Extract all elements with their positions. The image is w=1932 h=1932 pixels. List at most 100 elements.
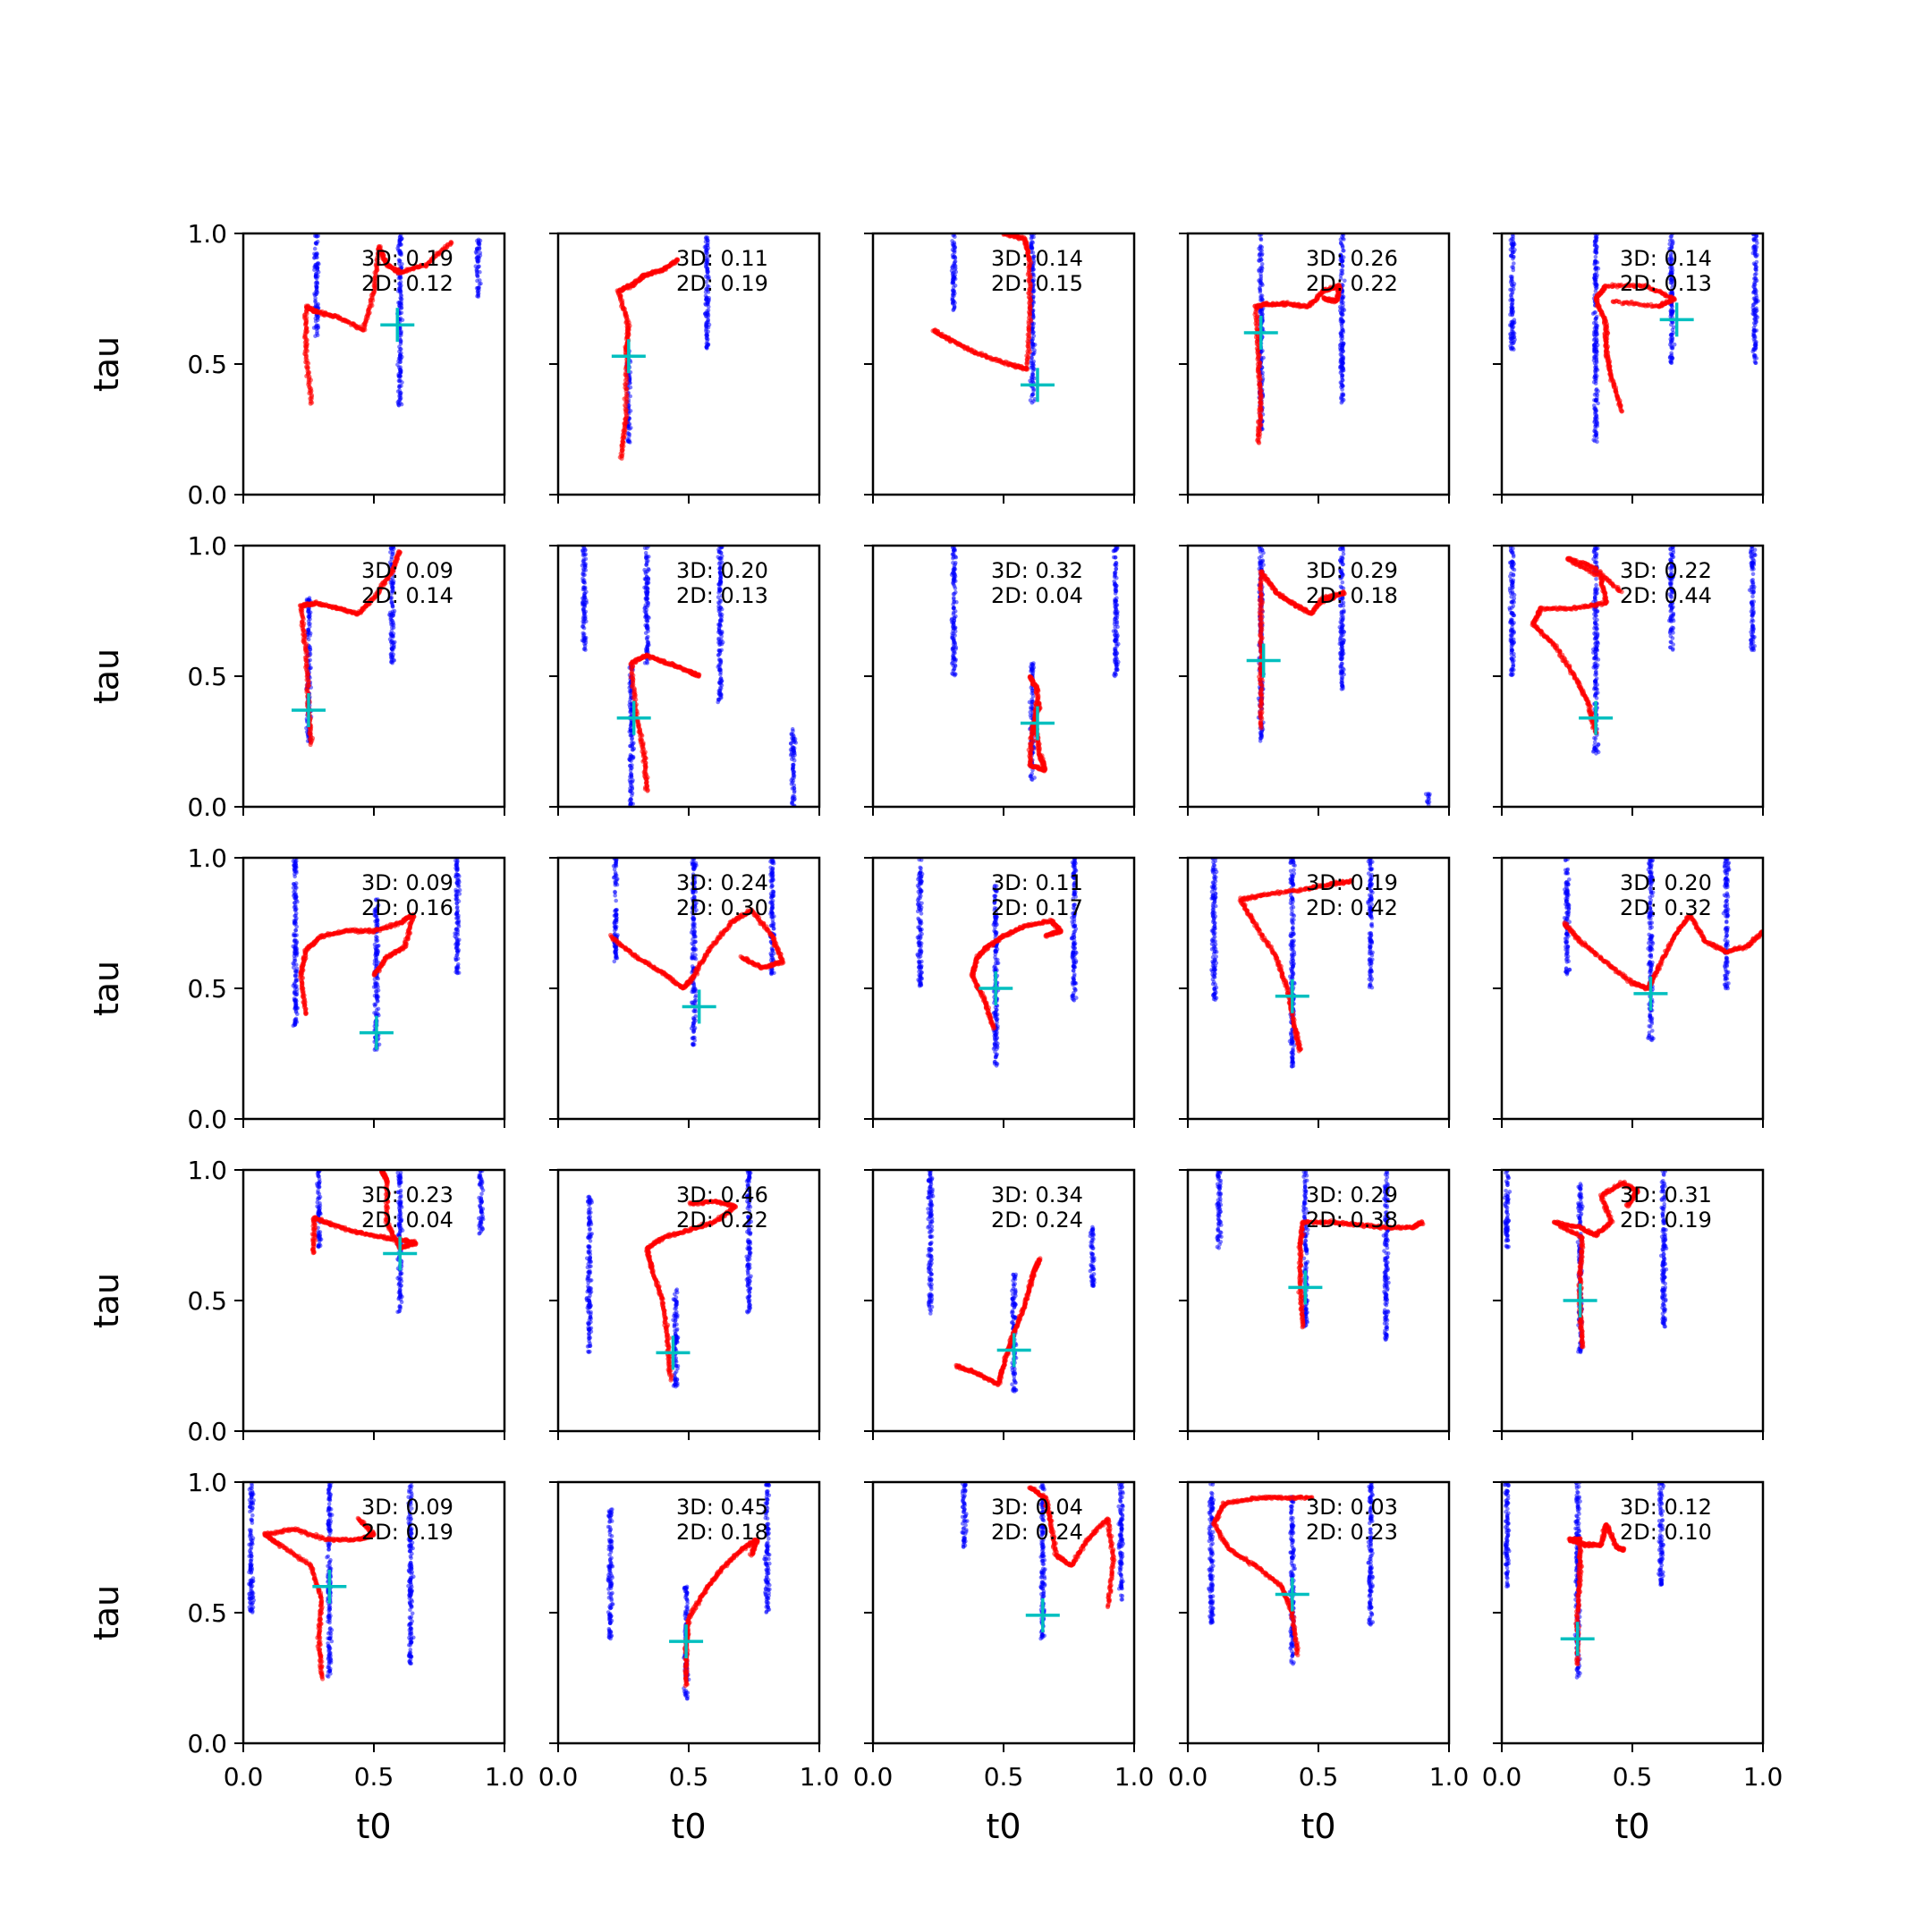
blue-point [631, 747, 635, 752]
blue-point [1031, 254, 1037, 259]
blue-point [1594, 281, 1598, 286]
blue-point [1595, 368, 1600, 372]
blue-point [717, 555, 723, 561]
blue-point [951, 280, 955, 284]
blue-point [397, 385, 402, 390]
blue-point [389, 653, 394, 658]
blue-point [1754, 301, 1758, 305]
red-point [448, 240, 453, 245]
blue-point [716, 663, 722, 667]
blue-point [397, 288, 402, 293]
blue-point [1592, 393, 1597, 397]
blue-point [1670, 271, 1674, 275]
blue-point [1753, 236, 1758, 242]
blue-point [719, 593, 724, 598]
blue-point [630, 736, 635, 741]
blue-point [389, 599, 394, 605]
blue-point [1511, 254, 1516, 259]
blue-point [581, 610, 587, 615]
blue-point [390, 585, 394, 589]
blue-point [582, 643, 588, 648]
blue-point [1593, 267, 1597, 272]
blue-point [313, 325, 318, 329]
blue-point [951, 292, 955, 297]
blue-point [718, 618, 723, 623]
blue-point [1751, 326, 1757, 330]
blue-point [1343, 278, 1347, 284]
blue-point [398, 352, 402, 358]
cyan-marker [1020, 368, 1055, 402]
blue-point [391, 644, 396, 649]
blue-point [400, 380, 404, 385]
blue-point [391, 579, 396, 584]
blue-point [476, 291, 481, 296]
blue-point [625, 436, 630, 442]
blue-point [791, 767, 795, 771]
blue-point [628, 752, 633, 758]
annotation-2d: 2D: 0.13 [1620, 271, 1712, 296]
blue-point [398, 337, 403, 343]
blue-point [397, 282, 402, 286]
blue-point [1340, 308, 1345, 312]
blue-point [1509, 275, 1514, 281]
blue-point [1341, 248, 1345, 253]
blue-point [953, 284, 958, 288]
blue-point [1259, 262, 1265, 267]
blue-point [718, 576, 723, 580]
blue-point [716, 547, 721, 552]
y-tick-label: 1.0 [187, 219, 227, 249]
blue-point [1339, 258, 1343, 263]
blue-point [477, 282, 482, 286]
blue-point [719, 614, 724, 620]
blue-point [391, 625, 396, 631]
blue-point [473, 250, 479, 255]
blue-point [395, 389, 401, 394]
blue-point [716, 595, 721, 599]
blue-point [1341, 349, 1345, 354]
blue-point [580, 624, 586, 629]
blue-point [475, 269, 480, 275]
blue-point [791, 762, 795, 767]
blue-point [1509, 236, 1514, 242]
blue-point [475, 278, 479, 284]
blue-point [399, 333, 403, 338]
blue-point [477, 256, 481, 261]
blue-point [644, 558, 649, 564]
blue-point [1258, 245, 1263, 250]
blue-point [1595, 424, 1600, 428]
blue-point [1508, 287, 1513, 292]
blue-point [645, 586, 649, 591]
blue-point [718, 580, 723, 584]
blue-point [1258, 256, 1263, 260]
blue-point [718, 573, 724, 578]
blue-point [1594, 387, 1599, 392]
red-point [639, 737, 644, 742]
blue-point [582, 596, 588, 600]
blue-point [1258, 312, 1263, 317]
blue-point [705, 235, 710, 241]
blue-point [704, 333, 709, 337]
blue-point [1669, 233, 1674, 239]
blue-point [1030, 363, 1035, 369]
blue-point [315, 262, 319, 267]
red-point [305, 364, 310, 369]
blue-point [1592, 262, 1597, 267]
blue-point [1670, 309, 1675, 315]
blue-point [707, 295, 711, 301]
blue-point [1338, 252, 1343, 258]
cyan-marker [611, 339, 646, 374]
blue-point [388, 620, 394, 624]
blue-point [1751, 347, 1756, 352]
blue-point [1755, 252, 1759, 258]
blue-point [1030, 245, 1035, 250]
blue-point [1594, 414, 1599, 419]
blue-point [1259, 266, 1265, 271]
blue-point [1752, 360, 1758, 364]
blue-point [1030, 240, 1035, 245]
blue-point [312, 292, 317, 296]
blue-point [1593, 373, 1597, 378]
blue-point [581, 639, 586, 644]
blue-point [399, 293, 404, 299]
